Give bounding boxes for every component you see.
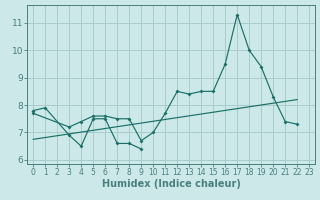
X-axis label: Humidex (Indice chaleur): Humidex (Indice chaleur) (102, 179, 241, 189)
